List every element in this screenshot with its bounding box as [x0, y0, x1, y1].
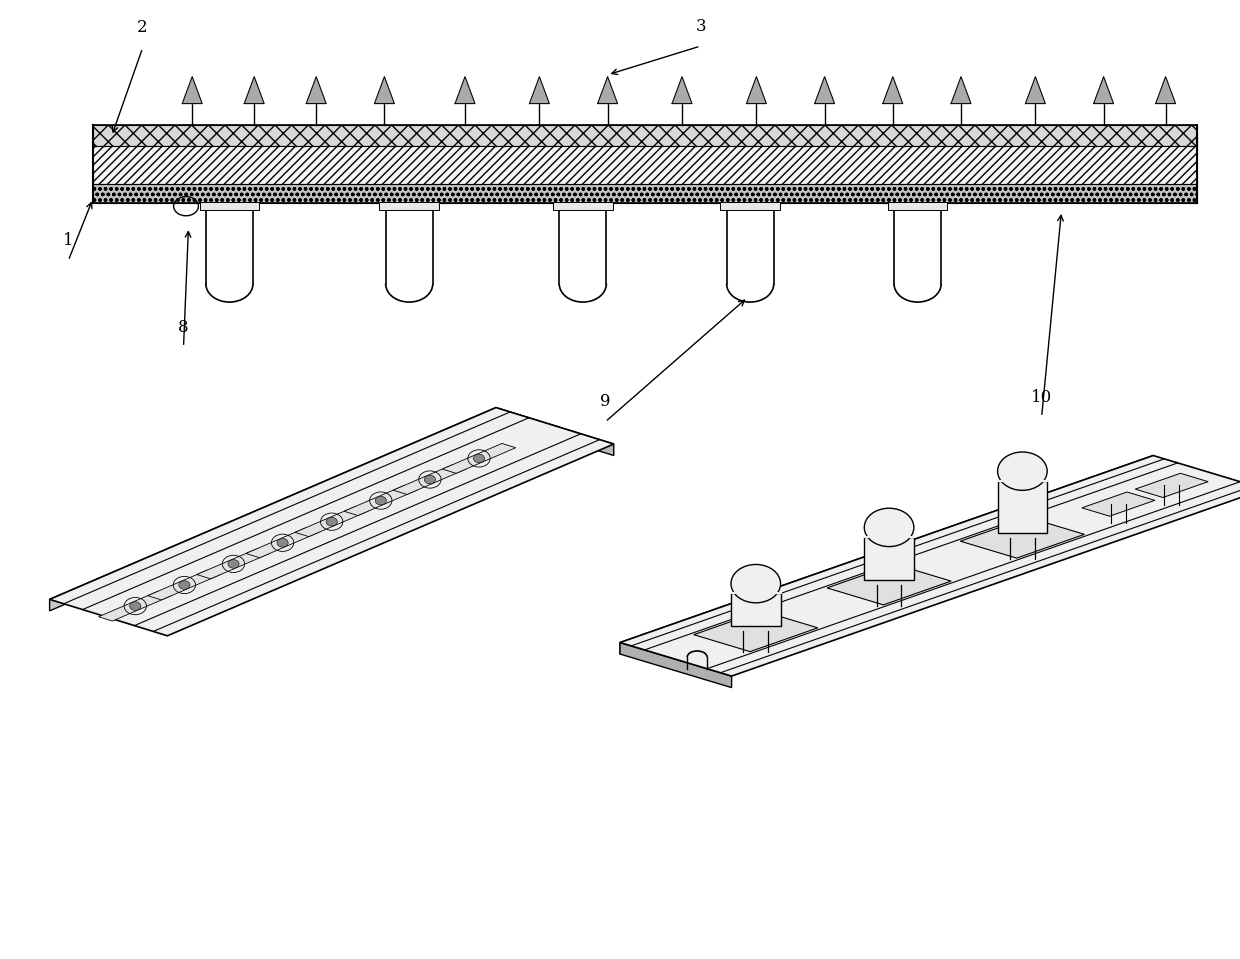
Polygon shape — [455, 77, 475, 104]
Polygon shape — [1156, 77, 1176, 104]
Ellipse shape — [997, 452, 1047, 490]
Polygon shape — [374, 77, 394, 104]
Polygon shape — [244, 77, 264, 104]
Polygon shape — [1094, 77, 1114, 104]
Circle shape — [277, 539, 288, 547]
Polygon shape — [693, 611, 818, 651]
Bar — [720, 202, 780, 210]
Polygon shape — [393, 464, 466, 495]
Polygon shape — [443, 443, 516, 474]
Text: 3: 3 — [696, 17, 706, 35]
Polygon shape — [827, 564, 951, 605]
Ellipse shape — [217, 538, 239, 569]
Text: 1: 1 — [63, 232, 73, 249]
Bar — [93, 184, 1197, 203]
Polygon shape — [306, 77, 326, 104]
Polygon shape — [746, 77, 766, 104]
Ellipse shape — [315, 496, 337, 526]
Polygon shape — [50, 408, 614, 636]
Polygon shape — [529, 77, 549, 104]
Circle shape — [424, 476, 435, 483]
Bar — [93, 125, 1197, 146]
Circle shape — [130, 602, 141, 611]
Polygon shape — [295, 506, 368, 537]
Polygon shape — [620, 456, 1240, 676]
Ellipse shape — [864, 508, 914, 547]
Bar — [864, 537, 914, 579]
Ellipse shape — [119, 580, 141, 611]
Circle shape — [376, 497, 387, 504]
Polygon shape — [148, 570, 221, 600]
Polygon shape — [620, 643, 732, 688]
Polygon shape — [815, 77, 835, 104]
Polygon shape — [620, 456, 1153, 654]
Polygon shape — [1083, 492, 1154, 516]
Ellipse shape — [732, 565, 781, 603]
Polygon shape — [496, 408, 614, 456]
Bar — [732, 594, 781, 626]
Polygon shape — [1025, 77, 1045, 104]
Polygon shape — [598, 77, 618, 104]
Polygon shape — [1136, 474, 1208, 498]
Polygon shape — [98, 591, 172, 621]
Text: 2: 2 — [138, 19, 148, 36]
Polygon shape — [246, 527, 320, 558]
Polygon shape — [197, 549, 270, 579]
Text: 10: 10 — [1030, 388, 1053, 406]
Bar — [93, 146, 1197, 184]
Bar — [379, 202, 439, 210]
Circle shape — [474, 454, 485, 462]
Polygon shape — [951, 77, 971, 104]
Polygon shape — [960, 518, 1085, 558]
Polygon shape — [50, 408, 496, 611]
Bar — [553, 202, 613, 210]
Circle shape — [179, 581, 190, 589]
Text: 8: 8 — [179, 318, 188, 336]
Circle shape — [326, 518, 337, 526]
Polygon shape — [672, 77, 692, 104]
Text: 9: 9 — [600, 393, 610, 410]
Bar — [200, 202, 259, 210]
Polygon shape — [883, 77, 903, 104]
Bar — [998, 480, 1048, 533]
Circle shape — [228, 560, 239, 568]
Polygon shape — [182, 77, 202, 104]
Bar — [888, 202, 947, 210]
Polygon shape — [343, 485, 418, 516]
